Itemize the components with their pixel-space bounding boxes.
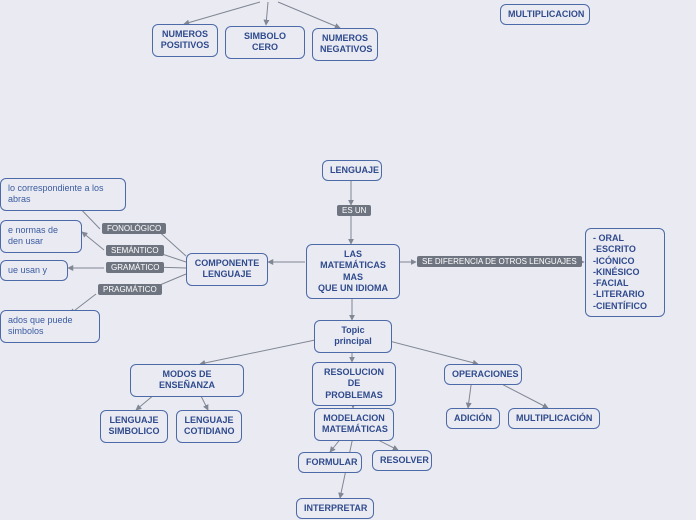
node-multiplicacion_op: MULTIPLICACIÓN [508, 408, 600, 429]
node-frag_2: e normas de den usar [0, 220, 82, 253]
node-frag_3: ue usan y [0, 260, 68, 281]
node-topic: Topic principal [314, 320, 392, 353]
node-modelacion: MODELACION MATEMÁTICAS [314, 408, 394, 441]
node-componente: COMPONENTE LENGUAJE [186, 253, 268, 286]
edge [278, 2, 340, 28]
edge-label-gramatico: GRAMÁTICO [106, 262, 164, 273]
node-simbolo_cero: SIMBOLO CERO [225, 26, 305, 59]
edge-label-semantico: SEMÁNTICO [106, 245, 164, 256]
node-numeros_negativos: NUMEROS NEGATIVOS [312, 28, 378, 61]
node-formular: FORMULAR [298, 452, 362, 473]
node-operaciones: OPERACIONES [444, 364, 522, 385]
node-resolucion: RESOLUCION DE PROBLEMAS [312, 362, 396, 406]
node-lenguaje_cotidiano: LENGUAJE COTIDIANO [176, 410, 242, 443]
node-frag_4: ados que puede simbolos [0, 310, 100, 343]
edge-label-fonologico: FONOLÓGICO [102, 223, 166, 234]
edge-label-pragmatico: PRAGMÁTICO [98, 284, 162, 295]
edge [82, 232, 104, 250]
node-frag_1: lo correspondiente a los abras [0, 178, 126, 211]
node-modos: MODOS DE ENSEÑANZA [130, 364, 244, 397]
edge-label-se_diferencia: SE DIFERENCIA DE OTROS LENGUAJES [417, 256, 582, 267]
node-multiplicacion_top: MULTIPLICACION [500, 4, 590, 25]
node-interpretar: INTERPRETAR [296, 498, 374, 519]
node-central: LAS MATEMÁTICAS MAS QUE UN IDIOMA [306, 244, 400, 299]
node-adicion: ADICIÓN [446, 408, 500, 429]
edge-label-es_un: ES UN [337, 205, 371, 216]
edge [184, 2, 260, 24]
node-numeros_positivos: NUMEROS POSITIVOS [152, 24, 218, 57]
diagram-canvas: MULTIPLICACION NUMEROS POSITIVOSSIMBOLO C… [0, 0, 696, 520]
node-lenguajes_list: - ORAL -ESCRITO -ICÓNICO -KINÉSICO -FACI… [585, 228, 665, 317]
node-resolver: RESOLVER [372, 450, 432, 471]
edge [266, 2, 268, 25]
node-lenguaje: LENGUAJE [322, 160, 382, 181]
node-lenguaje_simbolico: LENGUAJE SIMBOLICO [100, 410, 168, 443]
